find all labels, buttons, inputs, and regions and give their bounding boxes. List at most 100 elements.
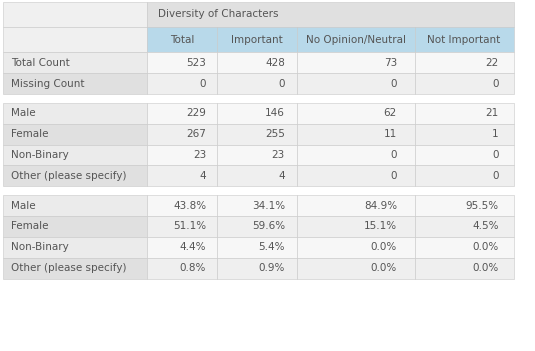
Bar bbox=[415, 195, 514, 216]
Bar bbox=[3, 237, 147, 258]
Bar bbox=[297, 124, 415, 145]
Bar bbox=[147, 237, 217, 258]
Bar bbox=[217, 27, 297, 52]
Bar bbox=[415, 52, 514, 73]
Text: No Opinion/Neutral: No Opinion/Neutral bbox=[306, 35, 406, 45]
Text: Total: Total bbox=[170, 35, 194, 45]
Bar bbox=[415, 145, 514, 165]
Text: 4: 4 bbox=[278, 171, 285, 181]
Bar bbox=[147, 216, 217, 237]
Text: 15.1%: 15.1% bbox=[364, 221, 397, 231]
Bar bbox=[147, 145, 217, 165]
Bar bbox=[3, 2, 147, 27]
Bar bbox=[217, 195, 297, 216]
Text: 11: 11 bbox=[384, 129, 397, 139]
Bar bbox=[217, 216, 297, 237]
Text: Important: Important bbox=[231, 35, 282, 45]
Bar bbox=[217, 258, 297, 279]
Bar bbox=[297, 195, 415, 216]
Text: 0: 0 bbox=[391, 150, 397, 160]
Bar bbox=[147, 2, 514, 27]
Bar bbox=[3, 103, 147, 124]
Bar bbox=[147, 124, 217, 145]
Text: 0.8%: 0.8% bbox=[180, 263, 207, 273]
Text: 62: 62 bbox=[384, 108, 397, 118]
Bar bbox=[3, 73, 147, 94]
Bar bbox=[147, 258, 217, 279]
Bar bbox=[297, 52, 415, 73]
Text: 0: 0 bbox=[391, 171, 397, 181]
Bar bbox=[415, 124, 514, 145]
Text: 0: 0 bbox=[200, 79, 207, 88]
Text: Non-Binary: Non-Binary bbox=[11, 150, 69, 160]
Text: 255: 255 bbox=[265, 129, 285, 139]
Bar bbox=[297, 145, 415, 165]
Text: Diversity of Characters: Diversity of Characters bbox=[158, 9, 279, 19]
Text: 229: 229 bbox=[186, 108, 207, 118]
Text: 0: 0 bbox=[278, 79, 285, 88]
Bar bbox=[415, 216, 514, 237]
Text: 5.4%: 5.4% bbox=[258, 243, 285, 252]
Text: 59.6%: 59.6% bbox=[252, 221, 285, 231]
Bar bbox=[217, 237, 297, 258]
Bar bbox=[3, 216, 147, 237]
Bar bbox=[217, 165, 297, 186]
Bar bbox=[415, 73, 514, 94]
Bar bbox=[3, 27, 147, 52]
Text: 4.5%: 4.5% bbox=[472, 221, 499, 231]
Bar bbox=[415, 165, 514, 186]
Text: Male: Male bbox=[11, 201, 36, 211]
Bar bbox=[217, 145, 297, 165]
Text: 146: 146 bbox=[265, 108, 285, 118]
Bar bbox=[147, 195, 217, 216]
Text: 23: 23 bbox=[193, 150, 207, 160]
Bar bbox=[217, 124, 297, 145]
Text: Other (please specify): Other (please specify) bbox=[11, 263, 127, 273]
Bar bbox=[3, 124, 147, 145]
Text: Total Count: Total Count bbox=[11, 58, 70, 68]
Bar bbox=[147, 73, 217, 94]
Bar bbox=[217, 103, 297, 124]
Text: 0.0%: 0.0% bbox=[371, 263, 397, 273]
Text: 95.5%: 95.5% bbox=[465, 201, 499, 211]
Bar bbox=[415, 103, 514, 124]
Text: 21: 21 bbox=[485, 108, 499, 118]
Text: 84.9%: 84.9% bbox=[364, 201, 397, 211]
Bar bbox=[3, 195, 147, 216]
Text: Not Important: Not Important bbox=[427, 35, 501, 45]
Text: 0: 0 bbox=[492, 150, 499, 160]
Text: 23: 23 bbox=[272, 150, 285, 160]
Text: 0.0%: 0.0% bbox=[371, 243, 397, 252]
Bar bbox=[297, 165, 415, 186]
Text: 22: 22 bbox=[485, 58, 499, 68]
Bar bbox=[297, 103, 415, 124]
Bar bbox=[147, 52, 217, 73]
Text: 0.0%: 0.0% bbox=[472, 243, 499, 252]
Text: 428: 428 bbox=[265, 58, 285, 68]
Text: 0.9%: 0.9% bbox=[258, 263, 285, 273]
Text: 34.1%: 34.1% bbox=[252, 201, 285, 211]
Text: 0: 0 bbox=[492, 79, 499, 88]
Text: 1: 1 bbox=[492, 129, 499, 139]
Bar bbox=[415, 258, 514, 279]
Text: Non-Binary: Non-Binary bbox=[11, 243, 69, 252]
Bar bbox=[297, 27, 415, 52]
Text: Female: Female bbox=[11, 129, 49, 139]
Bar bbox=[3, 258, 147, 279]
Bar bbox=[147, 27, 217, 52]
Text: 43.8%: 43.8% bbox=[173, 201, 207, 211]
Text: Missing Count: Missing Count bbox=[11, 79, 85, 88]
Text: Male: Male bbox=[11, 108, 36, 118]
Text: 51.1%: 51.1% bbox=[173, 221, 207, 231]
Bar bbox=[415, 27, 514, 52]
Bar bbox=[297, 237, 415, 258]
Bar bbox=[3, 165, 147, 186]
Bar bbox=[3, 52, 147, 73]
Bar bbox=[3, 145, 147, 165]
Text: 4.4%: 4.4% bbox=[180, 243, 207, 252]
Text: 0.0%: 0.0% bbox=[472, 263, 499, 273]
Text: Female: Female bbox=[11, 221, 49, 231]
Text: Other (please specify): Other (please specify) bbox=[11, 171, 127, 181]
Bar bbox=[147, 165, 217, 186]
Bar bbox=[147, 103, 217, 124]
